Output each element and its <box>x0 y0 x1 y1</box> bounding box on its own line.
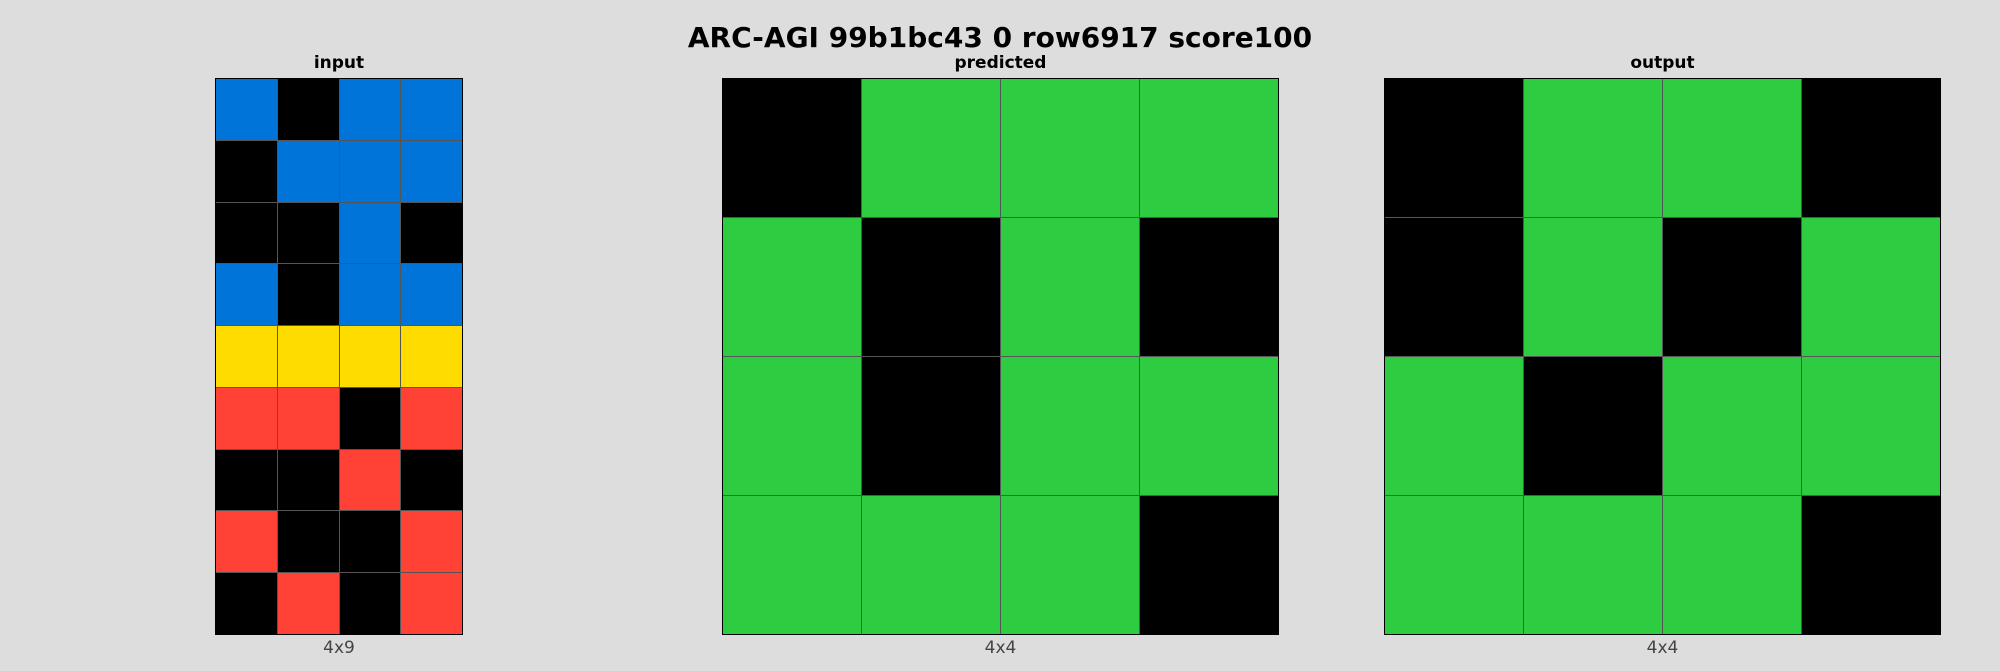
input-cell-r0-c3 <box>401 79 462 140</box>
input-cell-r0-c0 <box>216 79 277 140</box>
predicted-cell-r1-c3 <box>1140 218 1278 356</box>
input-size-caption: 4x9 <box>323 638 355 658</box>
figure-title: ARC-AGI 99b1bc43 0 row6917 score100 <box>687 21 1313 54</box>
output-panel-title: output <box>1630 53 1695 73</box>
input-cell-r0-c2 <box>339 79 401 140</box>
output-cell-r3-c1 <box>1524 496 1662 634</box>
input-cell-r2-c0 <box>216 202 277 264</box>
output-cell-r1-c0 <box>1385 218 1523 356</box>
predicted-cell-r2-c2 <box>1001 357 1139 495</box>
input-cell-r5-c1 <box>277 387 339 449</box>
input-cell-r0-c1 <box>277 79 339 140</box>
input-cell-r5-c3 <box>401 387 462 449</box>
input-cell-r5-c0 <box>216 387 277 449</box>
output-cell-r0-c0 <box>1385 79 1523 217</box>
input-cell-r3-c3 <box>401 264 462 326</box>
predicted-panel-title: predicted <box>954 53 1047 73</box>
input-cell-r4-c0 <box>216 326 277 387</box>
predicted-cell-r0-c3 <box>1140 79 1278 217</box>
input-cell-r4-c2 <box>339 326 401 387</box>
input-cell-r6-c1 <box>277 449 339 511</box>
predicted-cell-r3-c0 <box>723 496 861 634</box>
input-grid <box>215 78 463 635</box>
input-cell-r7-c3 <box>401 511 462 573</box>
output-cell-r3-c0 <box>1385 496 1523 634</box>
output-cell-r3-c3 <box>1802 496 1940 634</box>
predicted-size-caption: 4x4 <box>984 638 1017 658</box>
output-cell-r1-c1 <box>1524 218 1662 356</box>
input-cell-r7-c1 <box>277 511 339 573</box>
predicted-cell-r3-c2 <box>1001 496 1139 634</box>
input-cell-r3-c0 <box>216 264 277 326</box>
input-cell-r4-c3 <box>401 326 462 387</box>
output-cell-r1-c2 <box>1663 218 1801 356</box>
input-cell-r8-c3 <box>401 573 462 634</box>
input-cell-r2-c1 <box>277 202 339 264</box>
output-cell-r2-c0 <box>1385 357 1523 495</box>
predicted-cell-r2-c3 <box>1140 357 1278 495</box>
input-cell-r3-c2 <box>339 264 401 326</box>
output-cell-r3-c2 <box>1663 496 1801 634</box>
input-cell-r2-c2 <box>339 202 401 264</box>
output-cell-r1-c3 <box>1802 218 1940 356</box>
output-cell-r0-c2 <box>1663 79 1801 217</box>
output-cell-r0-c3 <box>1802 79 1940 217</box>
input-cell-r8-c1 <box>277 573 339 634</box>
input-cell-r6-c0 <box>216 449 277 511</box>
input-cell-r7-c0 <box>216 511 277 573</box>
output-grid <box>1384 78 1941 635</box>
output-cell-r2-c1 <box>1524 357 1662 495</box>
input-cell-r1-c3 <box>401 140 462 202</box>
input-cell-r4-c1 <box>277 326 339 387</box>
input-cell-r3-c1 <box>277 264 339 326</box>
predicted-cell-r3-c1 <box>862 496 1000 634</box>
input-cell-r6-c2 <box>339 449 401 511</box>
input-cell-r1-c1 <box>277 140 339 202</box>
predicted-cell-r0-c2 <box>1001 79 1139 217</box>
input-cell-r8-c2 <box>339 573 401 634</box>
predicted-cell-r2-c0 <box>723 357 861 495</box>
input-cell-r1-c0 <box>216 140 277 202</box>
output-cell-r2-c3 <box>1802 357 1940 495</box>
input-cell-r5-c2 <box>339 387 401 449</box>
input-cell-r7-c2 <box>339 511 401 573</box>
predicted-cell-r0-c0 <box>723 79 861 217</box>
output-size-caption: 4x4 <box>1646 638 1679 658</box>
input-panel-title: input <box>313 53 365 73</box>
predicted-cell-r3-c3 <box>1140 496 1278 634</box>
predicted-cell-r1-c2 <box>1001 218 1139 356</box>
output-cell-r0-c1 <box>1524 79 1662 217</box>
input-cell-r1-c2 <box>339 140 401 202</box>
predicted-cell-r0-c1 <box>862 79 1000 217</box>
output-cell-r2-c2 <box>1663 357 1801 495</box>
predicted-cell-r2-c1 <box>862 357 1000 495</box>
predicted-grid <box>722 78 1279 635</box>
input-cell-r8-c0 <box>216 573 277 634</box>
predicted-cell-r1-c1 <box>862 218 1000 356</box>
predicted-cell-r1-c0 <box>723 218 861 356</box>
input-cell-r6-c3 <box>401 449 462 511</box>
input-cell-r2-c3 <box>401 202 462 264</box>
